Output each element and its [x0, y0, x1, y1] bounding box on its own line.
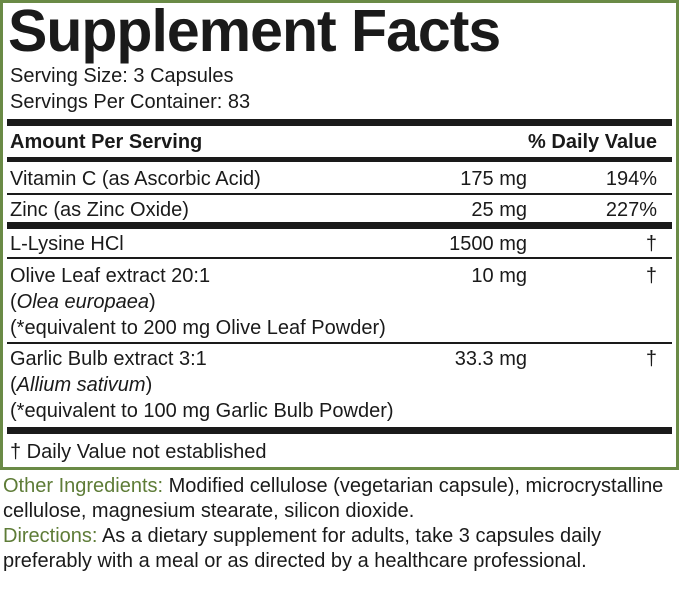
- servings-per-container: Servings Per Container: 83: [10, 91, 251, 113]
- ingredient-name: Olive Leaf extract 20:1: [10, 265, 211, 287]
- ingredient-latin-name: (Allium sativum): [10, 374, 153, 396]
- nutrient-daily-value: 194%: [605, 168, 657, 190]
- ingredient-note: (*equivalent to 200 mg Olive Leaf Powder…: [10, 317, 386, 339]
- directions-label: Directions:: [3, 525, 98, 547]
- serving-size: Serving Size: 3 Capsules: [10, 65, 234, 87]
- ingredient-amount: 33.3 mg: [454, 348, 527, 370]
- other-ingredients-text: Modified cellulose (vegetarian capsule),…: [3, 475, 664, 522]
- divider-thin: [7, 257, 672, 259]
- ingredient-daily-value: †: [645, 233, 657, 255]
- divider-thin: [7, 342, 672, 344]
- amount-per-serving-header: Amount Per Serving: [10, 131, 203, 153]
- divider-thick: [7, 157, 672, 162]
- ingredient-daily-value: †: [645, 348, 657, 370]
- ingredient-amount: 10 mg: [471, 265, 527, 287]
- ingredient-amount: 1500 mg: [449, 233, 527, 255]
- other-ingredients: Other Ingredients: Modified cellulose (v…: [3, 474, 673, 523]
- divider-thick: [7, 427, 672, 434]
- panel-title: Supplement Facts: [8, 0, 501, 64]
- divider-thick: [7, 119, 672, 126]
- other-ingredients-label: Other Ingredients:: [3, 475, 164, 497]
- divider-thick: [7, 222, 672, 229]
- divider-thin: [7, 193, 672, 195]
- nutrient-daily-value: 227%: [605, 199, 657, 221]
- latin-name-text: Allium sativum: [16, 374, 146, 396]
- footnote: † Daily Value not established: [10, 441, 267, 463]
- ingredient-name: L-Lysine HCl: [10, 233, 124, 255]
- directions-text: As a dietary supplement for adults, take…: [3, 525, 602, 572]
- latin-name-text: Olea europaea: [16, 291, 149, 313]
- ingredient-daily-value: †: [645, 265, 657, 287]
- ingredient-latin-name: (Olea europaea): [10, 291, 156, 313]
- directions: Directions: As a dietary supplement for …: [3, 524, 673, 573]
- nutrient-name: Vitamin C (as Ascorbic Acid): [10, 168, 261, 190]
- ingredient-name: Garlic Bulb extract 3:1: [10, 348, 207, 370]
- ingredient-note: (*equivalent to 100 mg Garlic Bulb Powde…: [10, 400, 394, 422]
- supplement-facts-panel: [0, 0, 679, 470]
- nutrient-amount: 25 mg: [471, 199, 527, 221]
- nutrient-name: Zinc (as Zinc Oxide): [10, 199, 189, 221]
- nutrient-amount: 175 mg: [460, 168, 527, 190]
- daily-value-header: % Daily Value: [528, 131, 657, 153]
